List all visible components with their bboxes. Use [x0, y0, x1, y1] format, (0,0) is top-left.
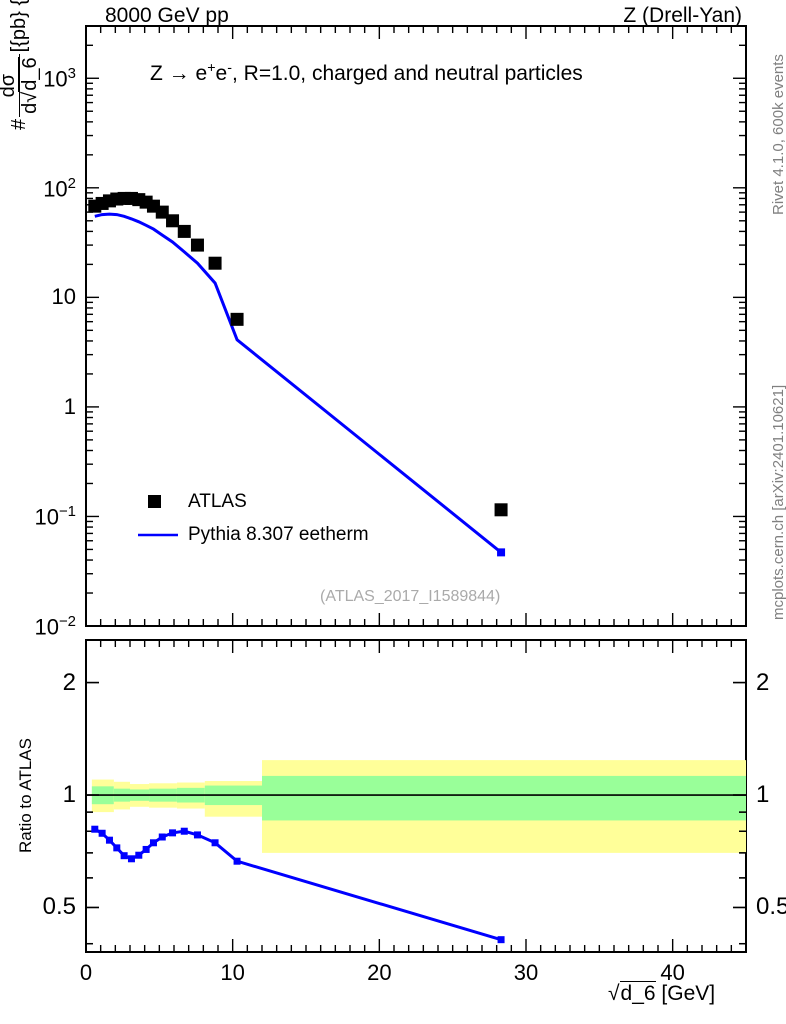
legend-label-atlas: ATLAS: [188, 491, 247, 512]
data-marker: [166, 214, 180, 228]
y-tick-label-2: 10: [51, 284, 76, 310]
ratio-tick-label-right-0: 2: [756, 668, 770, 696]
x-axis-label: √d_6 [GeV]: [608, 981, 716, 1005]
ratio-tick-label-0: 2: [62, 668, 76, 696]
xlabel-radicand: d_6: [619, 981, 656, 1005]
ratio-marker: [113, 844, 121, 852]
ratio-marker: [142, 845, 150, 853]
ratio-marker: [135, 851, 143, 859]
data-marker: [155, 205, 169, 219]
y-tick-label-5: 10−2: [34, 613, 76, 640]
legend-label-pythia: Pythia 8.307 eetherm: [188, 524, 369, 545]
ratio-marker: [211, 839, 219, 847]
ratio-line: [94, 827, 502, 942]
ratio-marker: [127, 855, 135, 863]
mc-endpoint: [497, 548, 506, 557]
xlabel-unit: [GeV]: [661, 982, 716, 1005]
ratio-tick-label-2: 0.5: [42, 893, 76, 921]
main-axis-ticks: [85, 25, 747, 627]
data-marker: [208, 256, 222, 270]
plot-title: Z → e+e-, R=1.0, charged and neutral par…: [150, 60, 583, 86]
ratio-tick-label-right-2: 0.5: [756, 893, 786, 921]
title-sup-plus: +: [207, 60, 216, 76]
ratio-uncertainty-bands: [91, 760, 746, 853]
ratio-marker: [158, 833, 166, 841]
ratio-marker: [98, 829, 106, 837]
x-tick-label-10: 10: [220, 960, 245, 985]
ratio-marker: [105, 836, 113, 844]
title-pre: Z → e: [150, 62, 208, 85]
ratio-marker: [149, 839, 157, 847]
ratio-marker: [91, 825, 99, 833]
header-beam-label: 8000 GeV pp: [105, 4, 229, 27]
data-marker: [190, 238, 204, 252]
data-marker: [230, 312, 244, 326]
x-tick-label-20: 20: [367, 960, 392, 985]
data-marker-group: [88, 191, 508, 517]
ratio-marker: [180, 827, 188, 835]
ratio-axis-ticks: [85, 640, 747, 952]
y-tick-label-1: 102: [43, 174, 76, 202]
header-process-label: Z (Drell-Yan): [623, 4, 742, 27]
y-tick-label-4: 10−1: [34, 503, 76, 530]
ratio-marker: [169, 829, 177, 837]
ratio-marker: [233, 857, 241, 865]
title-post: , R=1.0, charged and neutral particles: [231, 62, 583, 85]
x-tick-label-40: 40: [660, 960, 685, 985]
main-plot-frame: [85, 25, 747, 627]
analysis-watermark: (ATLAS_2017_I1589844): [320, 588, 501, 605]
y-tick-label-0: 103: [43, 65, 76, 92]
title-mid: e: [215, 62, 228, 85]
ratio-marker: [193, 831, 201, 839]
mc-line: [94, 212, 503, 554]
mc-prediction-curve: [94, 212, 506, 557]
title-sup-minus: -: [227, 60, 232, 76]
ratio-mc-curve: [91, 825, 505, 944]
data-marker: [177, 224, 191, 238]
x-tick-label-0: 0: [79, 960, 93, 985]
ratio-tick-label-right-1: 1: [756, 781, 770, 809]
y-tick-label-3: 1: [63, 393, 76, 419]
ratio-marker: [497, 936, 505, 944]
x-tick-label-30: 30: [513, 960, 539, 985]
data-marker: [494, 503, 508, 517]
ratio-band-inner-6: [262, 775, 746, 821]
legend-marker-swatch: [148, 495, 161, 508]
ratio-tick-label-1: 1: [62, 781, 76, 809]
ratio-marker: [120, 852, 128, 860]
